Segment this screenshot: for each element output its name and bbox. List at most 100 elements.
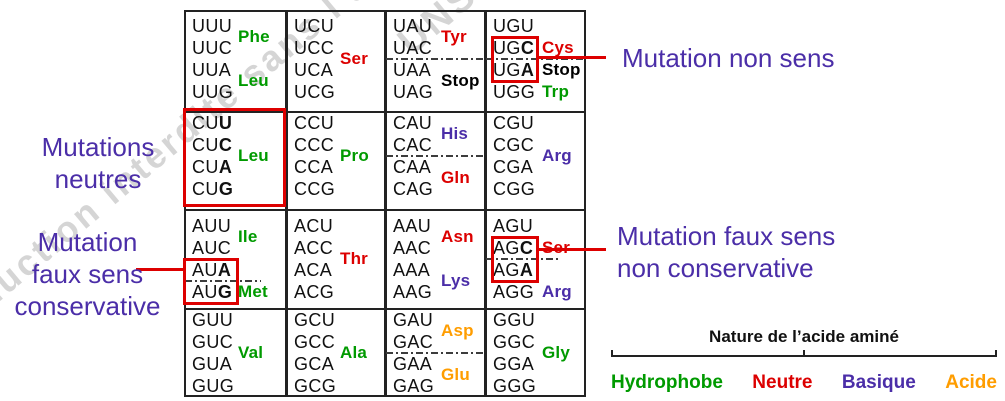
annotation-mutation-non-sens: Mutation non sens: [622, 42, 834, 74]
amino-label-phe: Phe: [238, 27, 270, 46]
mutation-highlight-box: [183, 258, 239, 305]
amino-label-pro: Pro: [340, 146, 369, 165]
table-row-divider: [186, 209, 584, 211]
codon-ACA: ACA: [294, 260, 333, 280]
legend-item-acide: Acide: [945, 372, 997, 393]
codon-CGG: CGG: [493, 179, 536, 199]
table-column-divider: [285, 12, 288, 395]
codon-UAA: UAA: [393, 60, 432, 80]
codon-group-divider: [486, 258, 560, 260]
annotation-line: neutres: [54, 164, 142, 194]
codon-UUU: UUU: [192, 16, 233, 36]
codon-AAC: AAC: [393, 238, 432, 258]
connector-faux-sens-non-conservative: [539, 248, 606, 251]
codon-GAG: GAG: [393, 376, 435, 396]
codon-UAU: UAU: [393, 16, 433, 36]
codon-GAA: GAA: [393, 354, 433, 374]
table-column-divider: [384, 12, 387, 395]
codon-CCA: CCA: [294, 157, 334, 177]
amino-label-stop: Stop: [542, 60, 581, 79]
amino-label-tyr: Tyr: [441, 27, 467, 46]
codon-group-divider: [486, 58, 585, 60]
codon-group-divider: [386, 155, 484, 157]
legend-amino-acid-nature: Nature de l’acide aminé Hydrophobe Neutre…: [611, 327, 997, 394]
codon-UGC: UGC: [493, 38, 535, 58]
legend-item-basique: Basique: [841, 372, 916, 393]
codon-CAU: CAU: [393, 113, 433, 133]
legend-title: Nature de l’acide aminé: [709, 327, 899, 346]
codon-GCA: GCA: [294, 354, 335, 374]
codon-group-divider: [185, 280, 261, 282]
codon-GCU: GCU: [294, 310, 336, 330]
codon-ACU: ACU: [294, 216, 334, 236]
codon-GGG: GGG: [493, 376, 537, 396]
brace-hook-right: [995, 350, 997, 357]
codon-GUA: GUA: [192, 354, 233, 374]
amino-label-trp: Trp: [542, 82, 570, 101]
codon-UUG: UUG: [192, 82, 234, 102]
annotation-line: Mutation non sens: [622, 43, 835, 73]
amino-label-gly: Gly: [542, 343, 571, 362]
amino-label-leu: Leu: [238, 146, 269, 165]
codon-CCC: CCC: [294, 135, 335, 155]
amino-label-ser: Ser: [542, 237, 570, 259]
amino-label-stop: Stop: [441, 71, 480, 90]
annotation-mutation-faux-sens-non-conservative: Mutation faux sens non conservative: [617, 220, 835, 284]
table-column-divider: [484, 12, 487, 395]
connector-faux-sens-conservative: [136, 268, 184, 271]
amino-label-asn: Asn: [441, 227, 474, 246]
codon-GCC: GCC: [294, 332, 336, 352]
codon-UUA: UUA: [192, 60, 232, 80]
codon-GGA: GGA: [493, 354, 535, 374]
codon-UCC: UCC: [294, 38, 335, 58]
codon-AGC: AGC: [493, 238, 534, 258]
codon-CUG: CUG: [192, 179, 234, 199]
brace-hook-left: [611, 350, 613, 357]
table-row-divider: [186, 308, 584, 310]
amino-label-met: Met: [238, 282, 268, 301]
amino-label-thr: Thr: [340, 249, 368, 268]
brace-center-tick: [803, 350, 805, 357]
codon-GUU: GUU: [192, 310, 234, 330]
codon-ACG: ACG: [294, 282, 335, 302]
codon-GUG: GUG: [192, 376, 235, 396]
mutation-highlight-box: [491, 36, 539, 83]
amino-label-glu: Glu: [441, 365, 470, 384]
annotation-line: faux sens: [31, 259, 144, 289]
codon-group-divider: [386, 58, 484, 60]
codon-UGA: UGA: [493, 60, 535, 80]
codon-AUU: AUU: [192, 216, 232, 236]
table-row-divider: [186, 111, 584, 113]
codon-CGA: CGA: [493, 157, 534, 177]
amino-label-cys: Cys: [542, 38, 574, 57]
codon-AUG: AUG: [192, 282, 233, 302]
codon-AAU: AAU: [393, 216, 432, 236]
legend-items: Hydrophobe Neutre Basique Acide: [611, 372, 997, 394]
legend-item-hydrophobe: Hydrophobe: [611, 372, 723, 393]
mutation-highlight-box: [183, 108, 286, 207]
amino-label-gln: Gln: [441, 168, 470, 187]
codon-UGU: UGU: [493, 16, 535, 36]
codon-UGG: UGG: [493, 82, 536, 102]
codon-CUA: CUA: [192, 157, 233, 177]
annotation-line: non conservative: [617, 253, 814, 283]
connector-non-sens: [539, 56, 606, 59]
amino-label-lys: Lys: [441, 271, 471, 290]
codon-CGC: CGC: [493, 135, 535, 155]
codon-AGA: AGA: [493, 260, 534, 280]
codon-CAC: CAC: [393, 135, 433, 155]
codon-CCG: CCG: [294, 179, 336, 199]
amino-label-ala: Ala: [340, 343, 368, 362]
codon-group-divider: [386, 352, 484, 354]
codon-CUU: CUU: [192, 113, 233, 133]
annotation-mutation-faux-sens-conservative: Mutation faux sens conservative: [0, 226, 175, 322]
codon-UAG: UAG: [393, 82, 434, 102]
codon-CAA: CAA: [393, 157, 432, 177]
mutation-highlight-box: [491, 236, 539, 283]
amino-label-leu: Leu: [238, 71, 269, 90]
codon-GAC: GAC: [393, 332, 434, 352]
codon-CCU: CCU: [294, 113, 335, 133]
codon-AAG: AAG: [393, 282, 433, 302]
annotation-mutations-neutres: Mutations neutres: [18, 131, 178, 195]
amino-label-arg: Arg: [542, 146, 572, 165]
